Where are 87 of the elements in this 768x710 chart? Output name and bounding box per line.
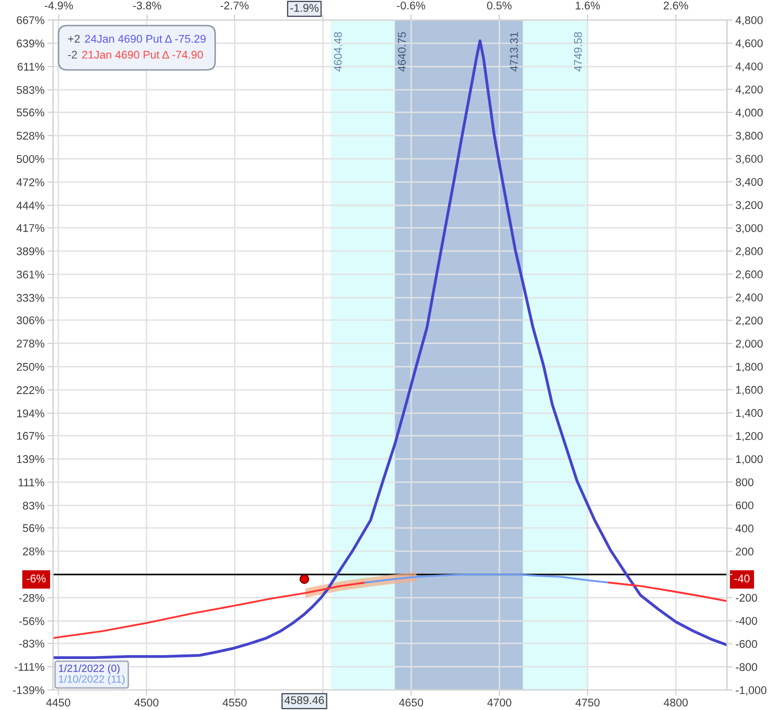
x-tick-label: 4800 [664, 698, 688, 706]
y-tick-label: 389% [16, 247, 44, 256]
y2-tick-label: 3,600 [736, 154, 763, 164]
y2-tick-label: -1,000 [736, 686, 766, 696]
y-tick-label: 333% [16, 294, 44, 302]
y2-tick-label: 4,200 [736, 86, 763, 95]
x2-tick-label: -3.8% [133, 2, 162, 10]
x2-tick-label: 0.5% [487, 2, 512, 10]
y-tick-label: -28% [19, 594, 44, 602]
y2-tick-label: 800 [736, 478, 754, 486]
x2-tick-label: -4.9% [44, 2, 73, 10]
y2-tick-label: 1,600 [736, 386, 763, 396]
x2-tick-label: 1.6% [576, 2, 600, 10]
y2-tick-label: 200 [736, 548, 754, 556]
y2-tick-label: 4,800 [736, 16, 763, 26]
y2-tick-label: 3,800 [736, 132, 763, 141]
y2-tick-label: 3,000 [736, 224, 763, 234]
y-tick-label: 583% [16, 86, 44, 94]
text: 1/10/2022 (11) [59, 675, 125, 685]
y2-tick-label: 3,200 [736, 201, 763, 210]
annotation: 4749.58 [574, 32, 582, 72]
y2-tick-label: -200 [736, 594, 758, 602]
y-tick-label: 556% [16, 108, 44, 116]
annotation: -6% [26, 574, 46, 582]
y-tick-label: 444% [16, 202, 44, 210]
y-tick-label: 28% [22, 547, 44, 556]
y2-tick-label: 4,000 [736, 108, 763, 118]
text: 4589.46 [284, 696, 324, 704]
text: -1.9% [290, 4, 318, 12]
y-tick-label: -111% [14, 663, 44, 671]
y-tick-label: 139% [17, 455, 44, 464]
annotation: +2 24Jan 4690 Put Δ -75.29 [68, 34, 206, 43]
y-tick-label: 667% [16, 16, 44, 24]
y2-tick-label: 3,400 [736, 178, 763, 188]
annotation: -2 21Jan 4690 Put Δ -74.90 [68, 50, 203, 59]
y-tick-label: -56% [19, 617, 44, 626]
x-tick-label: 4650 [399, 698, 424, 706]
y2-tick-label: 1,000 [736, 455, 763, 464]
y-tick-label: 472% [16, 178, 44, 186]
y-tick-label: 611% [18, 62, 44, 71]
x-tick-label: 4700 [487, 698, 512, 706]
y-tick-label: 83% [22, 502, 44, 510]
x2-tick-label: 2.6% [664, 2, 688, 10]
y2-tick-label: 2,200 [736, 316, 763, 326]
y2-tick-label: -600 [736, 640, 758, 648]
line-series [53, 582, 366, 639]
x2-tick-label: -0.6% [397, 2, 426, 10]
y2-tick-label: 4,400 [736, 62, 763, 72]
y-tick-label: 278% [16, 340, 44, 348]
x-tick-label: 4750 [576, 698, 600, 706]
line-series [364, 574, 610, 584]
y-tick-label: 250% [16, 362, 44, 371]
line-series [608, 582, 727, 602]
y-tick-label: 222% [16, 386, 44, 394]
x2-tick-label: -2.7% [220, 2, 249, 10]
y-tick-label: 111% [18, 478, 44, 486]
y-tick-label: 167% [17, 432, 44, 440]
y2-tick-label: 400 [736, 524, 754, 532]
x-tick-label: 4550 [222, 698, 247, 706]
series-label: 1/21/2022 (0) [59, 664, 120, 674]
y2-tick-label: 2,600 [736, 270, 763, 280]
y2-tick-label: 4,600 [736, 39, 763, 49]
y2-tick-label: 2,400 [736, 294, 763, 303]
y-tick-label: 306% [16, 316, 44, 324]
y2-tick-label: 2,800 [736, 247, 763, 256]
annotation: 4604.48 [334, 32, 342, 72]
y2-tick-label: 1,800 [736, 362, 763, 372]
y2-tick-label: -800 [736, 663, 758, 672]
annotation: 4640.75 [398, 32, 406, 72]
y2-tick-label: 1,200 [736, 432, 763, 442]
y-tick-label: -83% [19, 640, 44, 648]
y-tick-label: 417% [16, 224, 44, 232]
y-tick-label: 639% [16, 40, 44, 48]
y-tick-label: 361% [16, 270, 44, 279]
y-tick-label: -139% [13, 686, 44, 694]
y-tick-label: 528% [16, 132, 44, 140]
x-tick-label: 4450 [46, 698, 70, 706]
y2-tick-label: -400 [736, 616, 758, 625]
y-tick-label: 194% [17, 409, 44, 418]
x-tick-label: 4500 [134, 698, 158, 706]
y2-tick-label: 2,000 [736, 340, 763, 349]
y-tick-label: 56% [22, 524, 44, 532]
annotation: 4713.31 [510, 32, 518, 72]
y-tick-label: 500% [16, 155, 44, 163]
y2-tick-label: 1,400 [736, 409, 763, 418]
y2-tick-label: 600 [736, 501, 754, 510]
annotation: -40 [734, 574, 750, 582]
